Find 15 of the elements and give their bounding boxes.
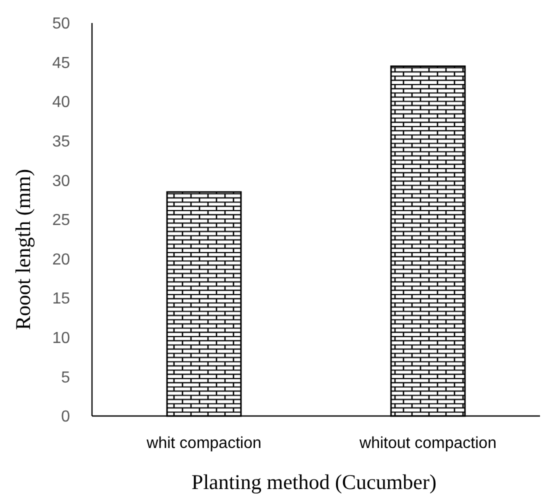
x-axis-title: Planting method (Cucumber): [192, 470, 436, 494]
y-tick-label: 30: [52, 172, 70, 190]
y-tick-label: 10: [52, 330, 70, 347]
y-tick-label: 15: [52, 290, 70, 308]
y-tick-label: 5: [61, 369, 70, 386]
x-tick-label: whit compaction: [146, 435, 262, 452]
y-tick-label: 25: [52, 212, 70, 230]
x-tick-label: whitout compaction: [358, 435, 496, 452]
y-tick-label: 0: [61, 408, 70, 426]
y-tick-label: 50: [52, 16, 70, 33]
y-tick-label: 40: [52, 94, 70, 112]
y-tick-label: 20: [52, 251, 70, 268]
y-tick-label: 45: [52, 54, 70, 72]
y-tick-label: 35: [52, 134, 70, 150]
y-axis-title: Rooot length (mm): [11, 169, 35, 330]
